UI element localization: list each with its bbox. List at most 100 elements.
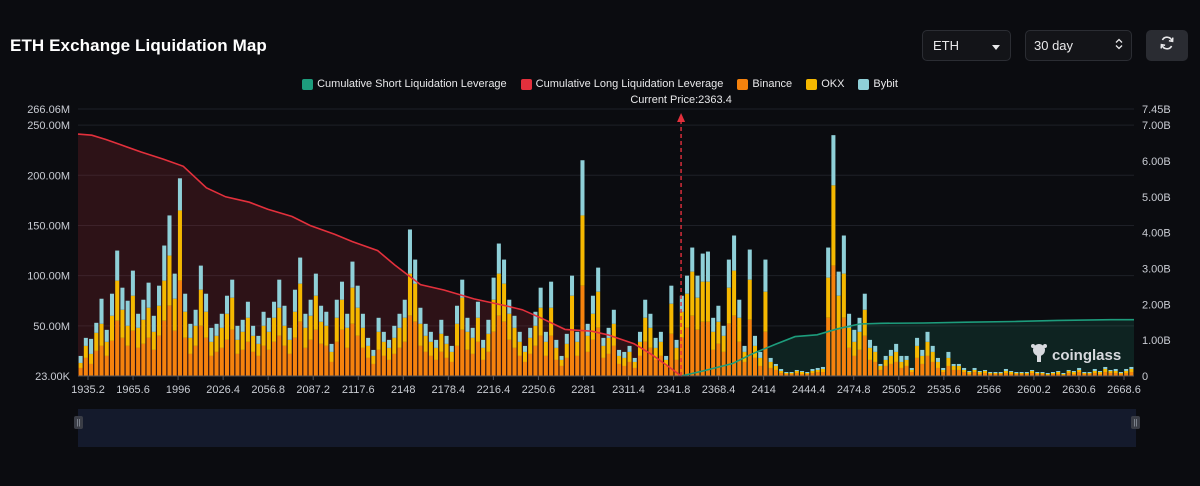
- bar-bybit: [481, 339, 486, 348]
- range-select[interactable]: 30 day: [1025, 30, 1132, 61]
- bar-bybit: [292, 289, 297, 312]
- bar-binance: [392, 353, 397, 376]
- bar-bybit: [679, 295, 684, 312]
- bar-bybit: [329, 343, 334, 352]
- bar-bybit: [721, 325, 726, 336]
- bar-binance: [413, 321, 418, 376]
- bar-bybit: [611, 309, 616, 324]
- bar-bybit: [596, 267, 601, 292]
- bar-binance: [695, 329, 700, 376]
- bar-binance: [308, 339, 313, 376]
- bar-bybit: [930, 345, 935, 352]
- bar-bybit: [303, 313, 308, 328]
- bar-bybit: [528, 327, 533, 338]
- x-tick-label: 2668.6: [1107, 384, 1141, 396]
- bar-bybit: [554, 339, 559, 348]
- bar-bybit: [983, 369, 988, 371]
- bar-binance: [230, 329, 235, 376]
- bar-okx: [575, 341, 580, 356]
- legend-item[interactable]: Bybit: [858, 78, 898, 90]
- bar-bybit: [862, 293, 867, 310]
- bar-okx: [721, 335, 726, 352]
- bar-binance: [360, 347, 365, 376]
- zoom-slider-right-handle[interactable]: ||: [1131, 416, 1140, 429]
- bar-okx: [873, 351, 878, 362]
- coinglass-wordmark: coinglass: [1052, 346, 1122, 364]
- bar-bybit: [601, 337, 606, 346]
- legend-label: Binance: [752, 78, 793, 90]
- bar-okx: [543, 341, 548, 356]
- bar-binance: [266, 349, 271, 376]
- bar-bybit: [120, 287, 125, 310]
- bar-bybit: [632, 357, 637, 362]
- bar-okx: [371, 355, 376, 364]
- legend-swatch: [806, 78, 818, 90]
- bar-bybit: [434, 339, 439, 348]
- bar-okx: [690, 271, 695, 316]
- bar-binance: [711, 349, 716, 376]
- bar-bybit: [888, 349, 893, 356]
- current-price-label: Current Price:2363.4: [630, 94, 732, 106]
- bar-binance: [888, 363, 893, 376]
- bar-binance: [669, 333, 674, 376]
- bar-binance: [319, 343, 324, 376]
- bar-okx: [245, 317, 250, 342]
- zoom-slider-track[interactable]: [78, 409, 1136, 447]
- bar-binance: [303, 347, 308, 376]
- bar-okx: [141, 319, 146, 344]
- bar-bybit: [475, 301, 480, 318]
- bar-bybit: [564, 333, 569, 344]
- bar-bybit: [852, 329, 857, 342]
- bar-binance: [272, 341, 277, 376]
- bar-okx: [925, 341, 930, 356]
- bar-bybit: [167, 215, 172, 256]
- legend-item[interactable]: Cumulative Long Liquidation Leverage: [520, 78, 723, 90]
- asset-select[interactable]: ETH: [922, 30, 1011, 61]
- refresh-button[interactable]: [1146, 30, 1188, 61]
- bar-okx: [251, 335, 256, 352]
- bar-okx: [554, 347, 559, 360]
- bar-okx: [491, 299, 496, 332]
- bar-binance: [601, 357, 606, 376]
- bar-bybit: [768, 357, 773, 362]
- bar-okx: [465, 331, 470, 350]
- bar-binance: [1024, 373, 1029, 376]
- bar-okx: [204, 311, 209, 338]
- bar-bybit: [700, 253, 705, 282]
- bar-binance: [1066, 372, 1071, 376]
- zoom-slider-left-handle[interactable]: ||: [74, 416, 83, 429]
- bar-binance: [794, 372, 799, 376]
- bar-bybit: [883, 355, 888, 360]
- bar-binance: [1118, 373, 1123, 376]
- bar-bybit: [177, 178, 182, 211]
- bar-okx: [1003, 370, 1008, 373]
- bar-binance: [894, 361, 899, 376]
- bar-okx: [658, 341, 663, 356]
- x-tick-label: 2341.8: [657, 384, 691, 396]
- bar-bybit: [559, 355, 564, 360]
- legend-item[interactable]: OKX: [806, 78, 844, 90]
- bar-okx: [580, 215, 585, 286]
- bar-bybit: [240, 319, 245, 332]
- legend-item[interactable]: Cumulative Short Liquidation Leverage: [302, 78, 507, 90]
- bar-bybit: [836, 271, 841, 296]
- legend-swatch: [858, 78, 870, 90]
- bar-okx: [915, 345, 920, 358]
- bar-bybit: [847, 313, 852, 328]
- bar-bybit: [298, 257, 303, 284]
- bar-okx: [319, 321, 324, 344]
- bar-okx: [224, 313, 230, 340]
- bar-bybit: [1103, 366, 1108, 369]
- bar-bybit: [664, 355, 669, 360]
- legend-item[interactable]: Binance: [737, 78, 792, 90]
- bar-okx: [282, 325, 287, 346]
- bar-binance: [627, 361, 632, 376]
- bar-bybit: [512, 315, 517, 328]
- bar-bybit: [831, 135, 836, 186]
- bar-binance: [956, 369, 961, 376]
- bar-okx: [559, 359, 564, 366]
- bar-bybit: [758, 351, 763, 358]
- bar-bybit: [104, 329, 109, 342]
- bar-binance: [1009, 373, 1014, 376]
- bar-bybit: [1061, 372, 1066, 374]
